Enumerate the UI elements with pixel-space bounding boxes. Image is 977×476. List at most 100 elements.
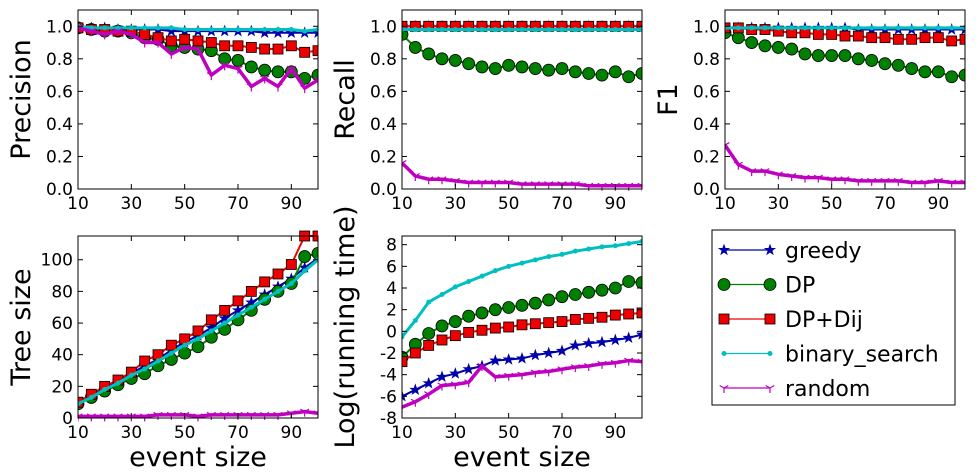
x-tick-label: 90 (605, 194, 627, 214)
data-point (515, 60, 529, 74)
data-point (435, 370, 449, 383)
data-point (570, 181, 580, 190)
data-point (865, 54, 879, 67)
data-point (218, 311, 231, 324)
data-point (595, 335, 609, 348)
legend-marker (721, 351, 727, 356)
data-point (260, 411, 270, 420)
data-point (115, 380, 121, 386)
data-point (193, 413, 203, 422)
data-point (452, 27, 458, 33)
data-point (839, 30, 851, 42)
data-point (435, 52, 449, 66)
x-tick-label: 90 (281, 423, 303, 443)
data-point (622, 331, 635, 344)
data-point (893, 177, 903, 186)
x-axis-label: event size (453, 442, 591, 473)
data-point (572, 248, 578, 254)
data-point (572, 27, 578, 33)
data-point (596, 311, 608, 323)
data-point (409, 383, 422, 396)
data-point (597, 360, 607, 369)
plot-area (402, 238, 642, 413)
data-point (811, 49, 825, 62)
data-point (582, 336, 595, 349)
x-tick-label: 10 (714, 194, 736, 214)
axes-frame (401, 9, 643, 190)
legend-marker (718, 313, 730, 325)
data-point (569, 314, 581, 325)
data-point (448, 54, 462, 67)
y-tick-label: 6 (386, 257, 397, 277)
data-point (595, 283, 609, 297)
data-point (529, 318, 541, 330)
data-point (409, 347, 421, 359)
data-point (935, 25, 941, 31)
data-point (489, 354, 502, 366)
data-point (165, 35, 177, 47)
data-point (180, 44, 190, 53)
data-point (528, 296, 542, 310)
data-point (502, 58, 516, 72)
data-point (922, 25, 928, 31)
data-point (448, 315, 462, 328)
y-tick-label: 0.4 (693, 115, 720, 135)
data-point (273, 411, 283, 420)
y-tick-label: 0 (386, 322, 397, 342)
x-tick-label: 10 (391, 423, 413, 443)
data-point (530, 369, 540, 378)
data-point (272, 268, 284, 280)
y-tick-label: 20 (51, 377, 73, 397)
y-tick-label: 0.6 (693, 82, 720, 102)
data-point (542, 293, 556, 307)
data-point (544, 368, 554, 377)
data-point (182, 342, 188, 348)
data-point (584, 362, 594, 371)
data-point (128, 25, 134, 31)
x-tick-label: 70 (874, 194, 896, 214)
data-point (815, 25, 821, 31)
data-point (559, 27, 565, 33)
data-point (142, 366, 148, 372)
legend-marker (765, 384, 775, 393)
data-point (100, 31, 110, 40)
data-point (205, 37, 217, 48)
data-point (502, 353, 515, 365)
data-point (435, 319, 449, 333)
data-point (555, 62, 569, 75)
data-point (191, 340, 205, 354)
data-point (208, 328, 214, 334)
y-tick-label: 100 (41, 251, 73, 271)
data-point (586, 27, 592, 33)
data-point (635, 67, 642, 80)
data-point (115, 25, 121, 31)
y-tick-label: 0.2 (370, 147, 397, 167)
data-point (813, 174, 823, 183)
x-tick-label: 70 (551, 423, 573, 443)
x-tick-label: 30 (121, 423, 143, 443)
data-point (946, 35, 958, 47)
data-point (516, 319, 528, 331)
y-axis-label: Recall (330, 59, 361, 140)
data-point (195, 27, 201, 33)
data-point (78, 401, 81, 407)
data-point (506, 263, 512, 269)
y-tick-label: 0 (62, 409, 73, 429)
data-point (555, 290, 569, 304)
data-point (477, 179, 487, 188)
y-tick-label: 0.4 (370, 115, 397, 135)
data-point (422, 376, 435, 389)
data-point (402, 389, 409, 402)
data-point (882, 25, 888, 31)
x-tick-label: 50 (498, 423, 520, 443)
legend-marker (717, 243, 731, 256)
data-point (542, 63, 556, 77)
data-point (244, 60, 258, 74)
data-point (298, 250, 312, 263)
data-point (622, 70, 636, 84)
data-point (866, 32, 878, 44)
data-point (168, 25, 174, 31)
data-point (166, 50, 176, 59)
